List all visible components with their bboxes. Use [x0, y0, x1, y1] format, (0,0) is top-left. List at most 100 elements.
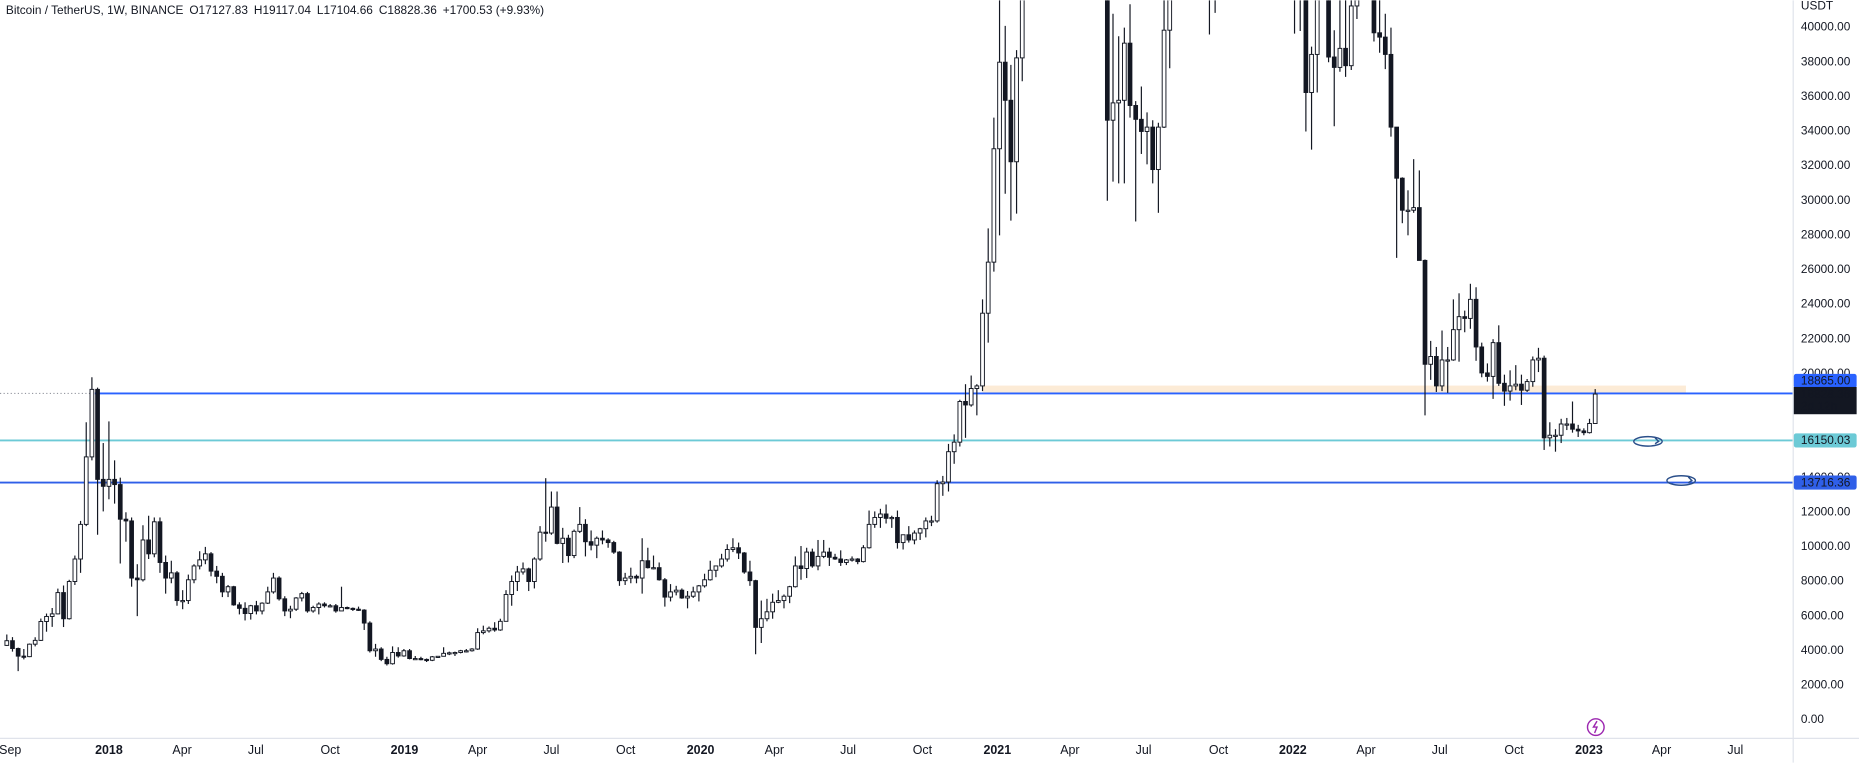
candle-body [974, 385, 980, 389]
candle-body [532, 558, 537, 582]
candle-body [594, 537, 600, 546]
candle-body [503, 594, 509, 622]
candle-body [401, 650, 407, 657]
candle-body [316, 603, 322, 608]
candle-body [151, 521, 157, 555]
candle-body [78, 523, 83, 560]
candle-body [1411, 207, 1417, 211]
candle-body [231, 586, 237, 606]
candle-body [724, 549, 730, 560]
candle-body [554, 506, 560, 544]
candle-body [1019, 0, 1025, 59]
candle-body [1133, 105, 1139, 120]
price-tag [1793, 475, 1857, 490]
candle-body [917, 528, 923, 534]
candle-body [702, 579, 707, 587]
candle-body [832, 556, 838, 560]
x-tick-label: 2022 [1279, 743, 1307, 757]
candle-body [1536, 357, 1541, 361]
candle-body [469, 648, 475, 652]
candle-body [452, 652, 458, 655]
candle-body [741, 552, 747, 573]
candle-body [1110, 102, 1116, 121]
candle-body [583, 523, 588, 543]
candle-body [66, 581, 72, 620]
candle-body [889, 516, 895, 520]
candle-body [1530, 359, 1536, 383]
candle-body [883, 513, 889, 519]
candle-body [1479, 346, 1485, 374]
x-tick-label: 2019 [391, 743, 419, 757]
candle-body [560, 537, 566, 544]
candle-body [95, 388, 100, 480]
candle-body [486, 627, 492, 632]
candle-body [1451, 329, 1456, 361]
candle-body [895, 516, 900, 544]
drawing-ellipse[interactable] [1666, 475, 1697, 486]
drawing-ellipse[interactable] [1633, 435, 1663, 447]
candle-body [980, 312, 985, 387]
candle-body [185, 579, 191, 602]
candle-body [89, 388, 95, 458]
candle-body [549, 506, 554, 534]
candle-body [730, 547, 736, 550]
candle-body [1122, 42, 1127, 101]
candle-body [72, 558, 78, 582]
candle-body [157, 521, 163, 563]
y-tick-label: 24000.00 [1801, 297, 1851, 311]
candle-body [775, 600, 781, 603]
candle-body [424, 658, 429, 662]
candle-body [707, 569, 713, 581]
y-tick-label: 26000.00 [1801, 262, 1851, 276]
candle-body [656, 567, 662, 581]
candle-body [906, 534, 912, 541]
candle-body [934, 483, 940, 522]
candle-body [429, 656, 435, 661]
candle-body [497, 620, 503, 631]
bar-countdown: 2d 12h [1801, 399, 1837, 413]
candle-body [463, 650, 469, 653]
y-tick-label: 30000.00 [1801, 193, 1851, 207]
candle-body [1502, 382, 1507, 392]
candle-body [1524, 381, 1530, 391]
y-tick-label: 22000.00 [1801, 331, 1851, 345]
candle-body [787, 586, 793, 597]
candle-body [1314, 0, 1320, 55]
candle-body [1490, 342, 1496, 377]
candle-body [997, 61, 1002, 150]
price-tag-label: 13716.36 [1801, 475, 1851, 489]
zone [982, 385, 1686, 394]
x-tick-label: 2020 [687, 743, 715, 757]
candle-body [685, 595, 690, 599]
candle-body [1127, 42, 1133, 106]
drawing-arrow [1687, 476, 1693, 484]
candle-body [21, 655, 27, 658]
candle-body [180, 600, 186, 603]
candle-body [940, 481, 946, 485]
candle-body [168, 572, 174, 579]
candle-body [1156, 126, 1161, 171]
candle-body [1139, 118, 1144, 132]
candle-body [792, 565, 798, 588]
candle-body [968, 388, 974, 406]
candle-body [446, 652, 452, 655]
candle-body [305, 593, 310, 612]
candle-body [259, 602, 265, 612]
plot-area [0, 0, 1793, 672]
x-tick-label: Oct [1209, 743, 1229, 757]
candle-body [639, 560, 645, 579]
candle-body [753, 580, 758, 628]
candle-body [770, 601, 775, 613]
candle-body [254, 605, 259, 612]
candle-body [1581, 430, 1587, 434]
candle-body [1445, 359, 1451, 362]
events-icon[interactable] [1586, 718, 1605, 737]
candle-body [32, 639, 38, 645]
x-tick-label: Apr [172, 743, 191, 757]
candle-body [475, 632, 480, 650]
candle-body [327, 605, 333, 608]
candle-body [299, 593, 305, 599]
candle-body [923, 520, 929, 530]
x-tick-label: Apr [1060, 743, 1079, 757]
